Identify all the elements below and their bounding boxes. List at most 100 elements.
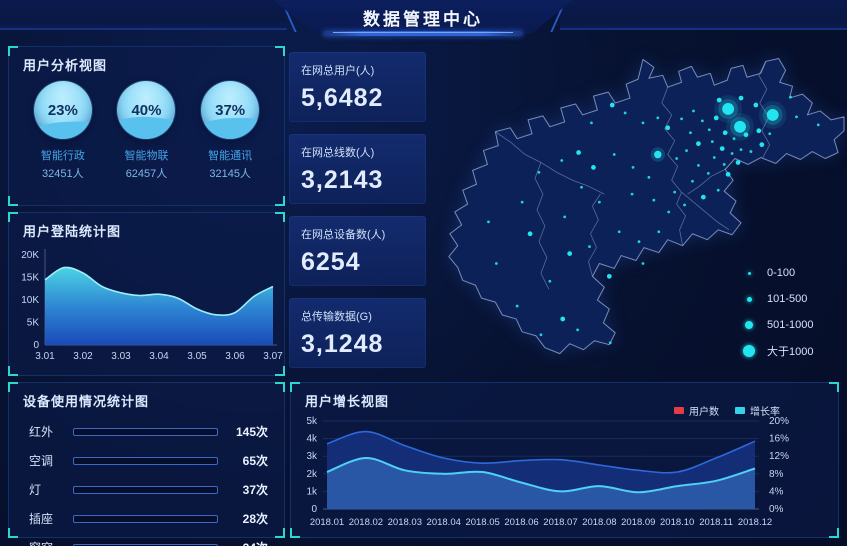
svg-text:2018.07: 2018.07 xyxy=(543,517,577,528)
region-map: 0-100 101-500 501-1000 大于1000 xyxy=(432,45,845,375)
gauge-circle: 37% xyxy=(201,81,260,139)
growth-area-chart: 0 1k 2k 3k 4k 5k 0% 4% 8% 12% 16% 20% 2018.01 2018.02… xyxy=(306,416,789,528)
svg-text:3.02: 3.02 xyxy=(73,351,93,362)
map-legend-label: 大于1000 xyxy=(767,346,814,358)
kpi-value: 3,1248 xyxy=(301,330,384,358)
gauge-count: 62457人 xyxy=(125,168,168,180)
header-title-plate: 数据管理中心 xyxy=(273,0,573,34)
header: 数据管理中心 xyxy=(0,0,847,42)
svg-text:3.05: 3.05 xyxy=(187,351,207,362)
svg-text:3.04: 3.04 xyxy=(149,351,169,362)
legend-item-用户数[interactable]: 用户数 xyxy=(674,403,719,418)
device-value: 145次 xyxy=(235,425,268,439)
panel-title-user-growth: 用户增长视图 xyxy=(305,394,390,409)
kpi-card: 总传输数据(G) 3,1248 xyxy=(289,298,426,368)
svg-text:3.03: 3.03 xyxy=(111,351,131,362)
svg-text:2018.04: 2018.04 xyxy=(427,517,461,528)
device-bar-track xyxy=(73,543,218,546)
panel-corner-accent xyxy=(8,46,18,56)
header-underline xyxy=(323,31,523,36)
liquid-gauges: 23% 智能行政 32451人 40% 智能物联 62457人 37% 智能通讯… xyxy=(9,81,284,181)
panel-corner-accent xyxy=(275,366,285,376)
device-bar-track xyxy=(73,514,218,523)
svg-text:4%: 4% xyxy=(769,486,784,497)
device-value: 24次 xyxy=(226,539,268,546)
map-legend-label: 0-100 xyxy=(767,267,796,279)
gauge-percent: 40% xyxy=(131,101,162,119)
map-bubbles xyxy=(487,95,820,345)
device-label: 空调 xyxy=(29,454,54,468)
svg-text:0: 0 xyxy=(311,504,317,515)
svg-text:3.06: 3.06 xyxy=(225,351,245,362)
panel-corner-accent xyxy=(8,366,18,376)
legend-item-增长率[interactable]: 增长率 xyxy=(735,403,780,418)
map-internal-borders xyxy=(495,61,771,290)
panel-user-growth: 用户增长视图 用户数 增长率 0 1k 2k 3k 4k 5k 0% 4% 8% 12% 16% 20… xyxy=(290,382,839,538)
device-label: 红外 xyxy=(29,425,54,439)
svg-text:2018.01: 2018.01 xyxy=(310,517,344,528)
svg-text:3k: 3k xyxy=(306,451,318,462)
map-legend-label: 101-500 xyxy=(767,293,808,305)
map-legend: 0-100 101-500 501-1000 大于1000 xyxy=(742,260,814,364)
svg-text:5k: 5k xyxy=(306,416,318,427)
kpi-card: 在网总用户(人) 5,6482 xyxy=(289,52,426,122)
gauge-label: 智能通讯 xyxy=(208,150,253,162)
kpi-card: 在网总设备数(人) 6254 xyxy=(289,216,426,286)
kpi-label: 在网总线数(人) xyxy=(301,147,375,159)
login-area-chart: 0 5K 10K 15K 20K 3.01 3.02 3.03 3.04 3.05 3.06 3.07 xyxy=(21,249,283,362)
panel-corner-accent xyxy=(290,382,300,392)
map-legend-item: 0-100 xyxy=(742,260,814,286)
kpi-label: 在网总设备数(人) xyxy=(301,229,386,241)
panel-corner-accent xyxy=(8,212,18,222)
kpi-column: 在网总用户(人) 5,6482 在网总线数(人) 3,2143 在网总设备数(人) … xyxy=(289,52,426,380)
device-bar-row: 窗帘 24次 xyxy=(9,533,284,546)
svg-text:5K: 5K xyxy=(27,318,40,329)
gauge-percent: 23% xyxy=(47,101,78,119)
map-legend-item: 501-1000 xyxy=(742,312,814,338)
svg-text:2018.02: 2018.02 xyxy=(349,517,383,528)
map-svg xyxy=(448,57,845,355)
svg-text:20K: 20K xyxy=(21,250,39,261)
legend-swatch-icon xyxy=(735,407,745,414)
kpi-value: 6254 xyxy=(301,248,361,276)
header-left-bar xyxy=(0,0,287,30)
svg-text:2018.05: 2018.05 xyxy=(465,517,499,528)
panel-corner-accent xyxy=(290,528,300,538)
map-legend-label: 501-1000 xyxy=(767,319,814,331)
growth-chart-legend: 用户数 增长率 xyxy=(674,403,780,418)
device-label: 插座 xyxy=(29,512,54,526)
svg-text:12%: 12% xyxy=(769,451,789,462)
liquid-gauge: 23% 智能行政 32451人 xyxy=(25,81,101,181)
device-bar-track xyxy=(73,456,218,465)
kpi-value: 5,6482 xyxy=(301,84,384,112)
panel-corner-accent xyxy=(829,382,839,392)
svg-text:2018.06: 2018.06 xyxy=(504,517,538,528)
svg-text:10K: 10K xyxy=(21,295,39,306)
svg-text:2018.09: 2018.09 xyxy=(621,517,655,528)
device-value: 28次 xyxy=(242,512,268,526)
gauge-label: 智能物联 xyxy=(124,150,169,162)
svg-text:15K: 15K xyxy=(21,273,39,284)
page-title: 数据管理中心 xyxy=(363,9,483,29)
device-bar-track xyxy=(73,485,218,494)
map-outline xyxy=(448,57,845,355)
legend-label: 用户数 xyxy=(689,407,719,418)
map-legend-dot-icon xyxy=(745,321,753,329)
map-legend-dot-icon xyxy=(743,345,755,357)
svg-text:2018.08: 2018.08 xyxy=(582,517,616,528)
map-legend-dot-icon xyxy=(747,271,751,275)
panel-corner-accent xyxy=(829,528,839,538)
svg-text:4k: 4k xyxy=(306,434,318,445)
device-bar-row: 空调 65次 xyxy=(9,446,284,475)
svg-text:8%: 8% xyxy=(769,469,784,480)
panel-corner-accent xyxy=(275,212,285,222)
panel-title-login-stats: 用户登陆统计图 xyxy=(23,224,122,239)
device-value: 65次 xyxy=(242,454,268,468)
gauge-label: 智能行政 xyxy=(40,150,85,162)
svg-text:2018.11: 2018.11 xyxy=(699,517,733,528)
device-bar-row: 红外 145次 xyxy=(9,417,284,446)
legend-label: 增长率 xyxy=(750,407,780,418)
map-legend-dot-icon xyxy=(746,296,752,302)
